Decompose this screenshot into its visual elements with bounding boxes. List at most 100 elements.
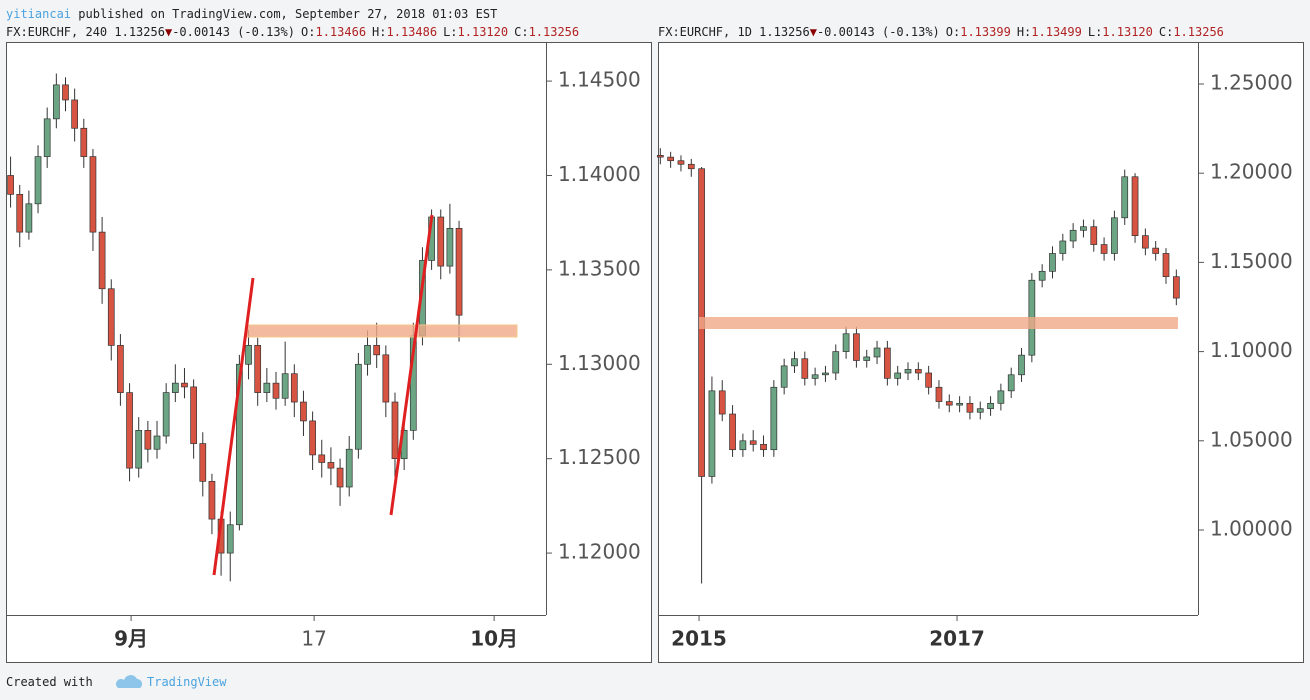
candle-body [300, 401, 307, 422]
y-tick-label: 1.00000 [1210, 516, 1293, 540]
ohlc-value: 1.13256 [1173, 25, 1224, 39]
candle-body [1090, 226, 1098, 245]
candle-body [327, 462, 335, 469]
candle-body [71, 99, 78, 129]
candle-body [98, 231, 106, 290]
trend-line [389, 214, 434, 516]
y-tick-label: 1.10000 [1210, 338, 1293, 362]
ohlc-label: L: [443, 25, 457, 39]
y-tick-label: 1.14500 [558, 68, 641, 92]
y-tick-label: 1.13000 [558, 351, 641, 375]
candle-body [437, 216, 445, 267]
change-arrow: ▼ [165, 25, 173, 39]
zone [245, 324, 518, 338]
y-tick-label: 1.14000 [558, 162, 641, 186]
candle-body [656, 155, 664, 158]
candle-body [760, 444, 767, 451]
candle-body [290, 373, 298, 403]
candle-body [987, 402, 994, 410]
candle-body [1049, 253, 1056, 272]
candle-body [966, 402, 974, 413]
y-tick-label: 1.05000 [1210, 427, 1293, 451]
candle-body [1007, 374, 1015, 392]
candle-body [1059, 240, 1067, 254]
drawings [212, 214, 1178, 576]
candle-body [1152, 247, 1160, 254]
ohlc-value: 1.13486 [387, 25, 438, 39]
published: published on TradingView.com, September … [78, 7, 497, 21]
candle-body [245, 345, 252, 365]
candle-body [382, 354, 390, 403]
candle-body [162, 392, 170, 437]
x-tick-label: 10月 [470, 627, 518, 651]
candle-body [34, 156, 42, 205]
symbol: FX:EURCHF, 240 1.13256 [6, 25, 165, 39]
x-tick-label: 2017 [929, 627, 985, 651]
x-tick-label: 17 [301, 627, 326, 651]
candle-body [25, 203, 33, 233]
candle-body [791, 358, 798, 367]
candle-body [729, 413, 736, 451]
y-tick-label: 1.12500 [558, 445, 641, 469]
candle-body [945, 401, 953, 406]
candle-body [446, 227, 454, 267]
candle-body [1018, 354, 1025, 376]
x-tick-label: 2015 [671, 627, 727, 651]
candle-body [391, 401, 399, 460]
candle-body [455, 227, 463, 316]
panel [6, 42, 652, 663]
zone [699, 317, 1178, 329]
candle-body [739, 440, 747, 451]
y-tick-label: 1.25000 [1210, 70, 1293, 94]
author[interactable]: yitiancai [6, 7, 71, 21]
ohlc-label: C: [1159, 25, 1173, 39]
candle-body [935, 386, 943, 402]
candle-body [364, 345, 371, 365]
candle-body [272, 382, 280, 399]
change: -0.00143 (-0.13%) [817, 25, 940, 39]
change: -0.00143 (-0.13%) [172, 25, 295, 39]
candle-body [52, 84, 60, 120]
candle-body [1080, 226, 1087, 231]
y-tick-label: 1.20000 [1210, 160, 1293, 184]
candle-body [181, 382, 188, 388]
logo[interactable] [116, 675, 143, 688]
ohlc-label: H: [372, 25, 386, 39]
candle-body [780, 365, 788, 388]
y-tick-label: 1.15000 [1210, 249, 1293, 273]
candle-body [254, 345, 262, 393]
candle-body [199, 443, 207, 482]
candle-body [770, 386, 778, 451]
ohlc-label: L: [1088, 25, 1102, 39]
candle-body [832, 351, 840, 374]
candle-body [355, 363, 362, 450]
candle-body [873, 347, 881, 358]
footer-brand[interactable]: TradingView [147, 675, 227, 689]
candle-body [62, 84, 69, 101]
candle-body [43, 118, 51, 157]
x-tick-label: 9月 [114, 627, 148, 651]
candle-body [925, 372, 932, 388]
candle-body [1069, 229, 1077, 242]
candle-body [263, 382, 271, 393]
ohlc-label: O: [946, 25, 960, 39]
candle-body [144, 430, 152, 450]
ohlc-value: 1.13499 [1031, 25, 1082, 39]
symbol: FX:EURCHF, 1D 1.13256 [658, 25, 810, 39]
candle-body [7, 175, 14, 195]
candle-body [208, 480, 216, 520]
candle-body [884, 347, 891, 379]
candle-body [126, 392, 133, 469]
candle-body [373, 345, 381, 356]
candle-body [1142, 235, 1149, 249]
candle-body [894, 372, 902, 379]
candle-body [281, 373, 289, 399]
candle-body [997, 390, 1005, 404]
candle-body [1111, 217, 1118, 254]
panel [658, 42, 1304, 663]
change-arrow: ▼ [810, 25, 818, 39]
candle-body [822, 372, 829, 376]
ohlc-label: O: [301, 25, 315, 39]
candle-body [956, 402, 963, 406]
candle-body [236, 363, 243, 526]
